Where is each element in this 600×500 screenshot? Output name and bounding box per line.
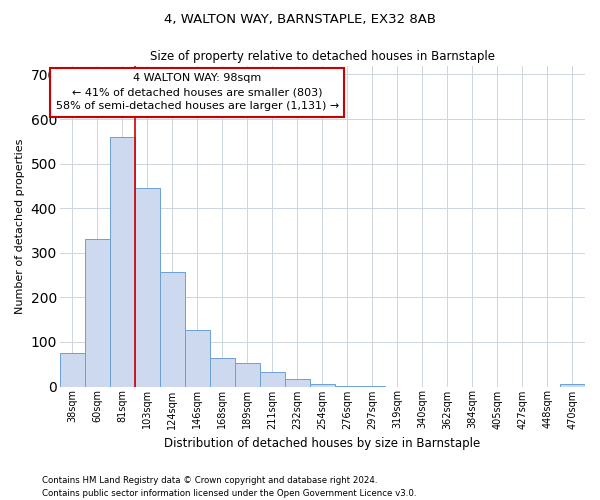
Bar	[185, 330, 210, 386]
Bar	[285, 379, 310, 386]
Text: Contains HM Land Registry data © Crown copyright and database right 2024.
Contai: Contains HM Land Registry data © Crown c…	[42, 476, 416, 498]
Bar	[135, 188, 160, 386]
Bar	[110, 137, 135, 386]
Bar	[560, 384, 585, 386]
Bar	[235, 363, 260, 386]
Y-axis label: Number of detached properties: Number of detached properties	[15, 138, 25, 314]
Title: Size of property relative to detached houses in Barnstaple: Size of property relative to detached ho…	[150, 50, 495, 63]
Bar	[160, 272, 185, 386]
X-axis label: Distribution of detached houses by size in Barnstaple: Distribution of detached houses by size …	[164, 437, 481, 450]
Bar	[210, 358, 235, 386]
Bar	[260, 372, 285, 386]
Bar	[85, 240, 110, 386]
Bar	[60, 353, 85, 386]
Text: 4, WALTON WAY, BARNSTAPLE, EX32 8AB: 4, WALTON WAY, BARNSTAPLE, EX32 8AB	[164, 12, 436, 26]
Bar	[310, 384, 335, 386]
Text: 4 WALTON WAY: 98sqm
← 41% of detached houses are smaller (803)
58% of semi-detac: 4 WALTON WAY: 98sqm ← 41% of detached ho…	[56, 74, 339, 112]
